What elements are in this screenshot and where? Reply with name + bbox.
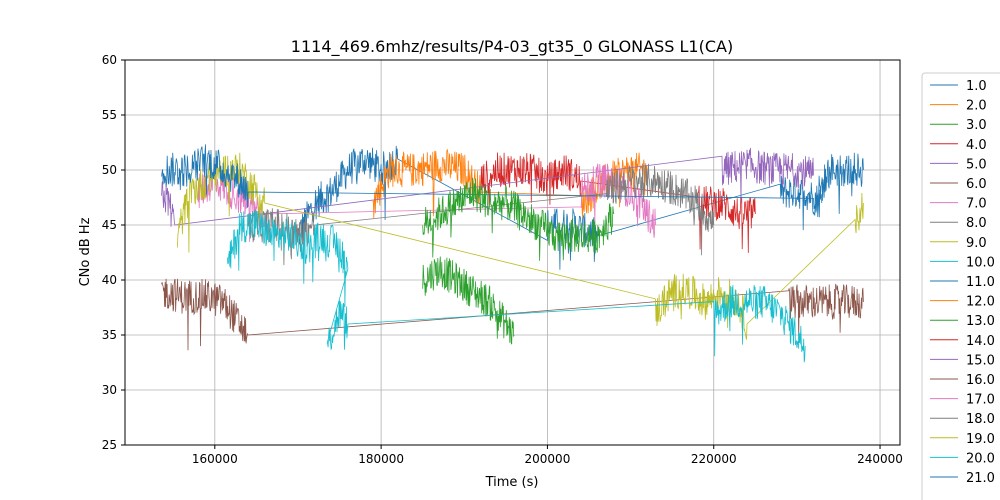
legend-label: 4.0 [966, 138, 987, 153]
legend-label: 3.0 [966, 118, 987, 133]
series-line-13.0 [422, 177, 615, 261]
legend-label: 11.0 [966, 275, 995, 290]
series-line-8.0 [247, 163, 715, 266]
legend-label: 18.0 [966, 412, 995, 427]
series-line-1.0 [297, 145, 823, 270]
legend-label: 14.0 [966, 334, 995, 349]
legend-label: 5.0 [966, 157, 987, 172]
series-lines [161, 144, 864, 363]
legend-label: 8.0 [966, 216, 987, 231]
y-tick-label: 60 [102, 53, 117, 67]
plot-frame [124, 59, 901, 446]
x-tick-label: 160000 [192, 452, 238, 466]
y-tick-label: 45 [102, 218, 117, 232]
x-tick-label: 240000 [857, 452, 903, 466]
y-tick-label: 40 [102, 273, 117, 287]
legend-label: 21.0 [966, 471, 995, 486]
series-line-5.0 [161, 147, 814, 227]
y-tick-label: 50 [102, 163, 117, 177]
legend-label: 7.0 [966, 197, 987, 212]
legend-label: 9.0 [966, 236, 987, 251]
series-line-9.0 [177, 152, 864, 340]
legend-label: 1.0 [966, 79, 987, 94]
legend: 1.0 2.0 3.0 4.0 5.0 6.0 7.0 8.0 9.0 10.0 11.0 12.0 1… [921, 72, 1000, 500]
grid [125, 59, 900, 446]
legend-label: 2.0 [966, 99, 987, 114]
series-line-3.0 [422, 256, 515, 345]
x-tick-label: 180000 [358, 452, 404, 466]
legend-label: 17.0 [966, 393, 995, 408]
legend-frame [921, 72, 1000, 500]
y-axis-label: CNo dB Hz [78, 217, 93, 286]
legend-label: 12.0 [966, 295, 995, 310]
x-tick-label: 220000 [691, 452, 737, 466]
series-line-11.0 [161, 144, 864, 214]
legend-label: 6.0 [966, 177, 987, 192]
series-line-6.0 [161, 278, 864, 351]
y-tick-label: 35 [102, 328, 117, 342]
y-tick-label: 30 [102, 383, 117, 397]
series-line-4.0 [480, 152, 756, 253]
x-axis-label: Time (s) [485, 475, 539, 490]
series-line-10.0 [226, 210, 806, 363]
y-tick-label: 25 [102, 438, 117, 452]
axis-ticks: 160000 180000 200000 220000 240000 25 30 35 40 45… [102, 53, 903, 466]
chart-title: 1114_469.6mhz/results/P4-03_gt35_0 GLONA… [291, 37, 733, 57]
legend-label: 13.0 [966, 314, 995, 329]
legend-label: 10.0 [966, 255, 995, 270]
legend-label: 20.0 [966, 451, 995, 466]
series-line-2.0 [372, 148, 648, 219]
y-tick-label: 55 [102, 108, 117, 122]
legend-label: 15.0 [966, 353, 995, 368]
legend-label: 19.0 [966, 432, 995, 447]
x-tick-label: 200000 [525, 452, 571, 466]
series-line-7.0 [197, 163, 656, 242]
legend-label: 16.0 [966, 373, 995, 388]
